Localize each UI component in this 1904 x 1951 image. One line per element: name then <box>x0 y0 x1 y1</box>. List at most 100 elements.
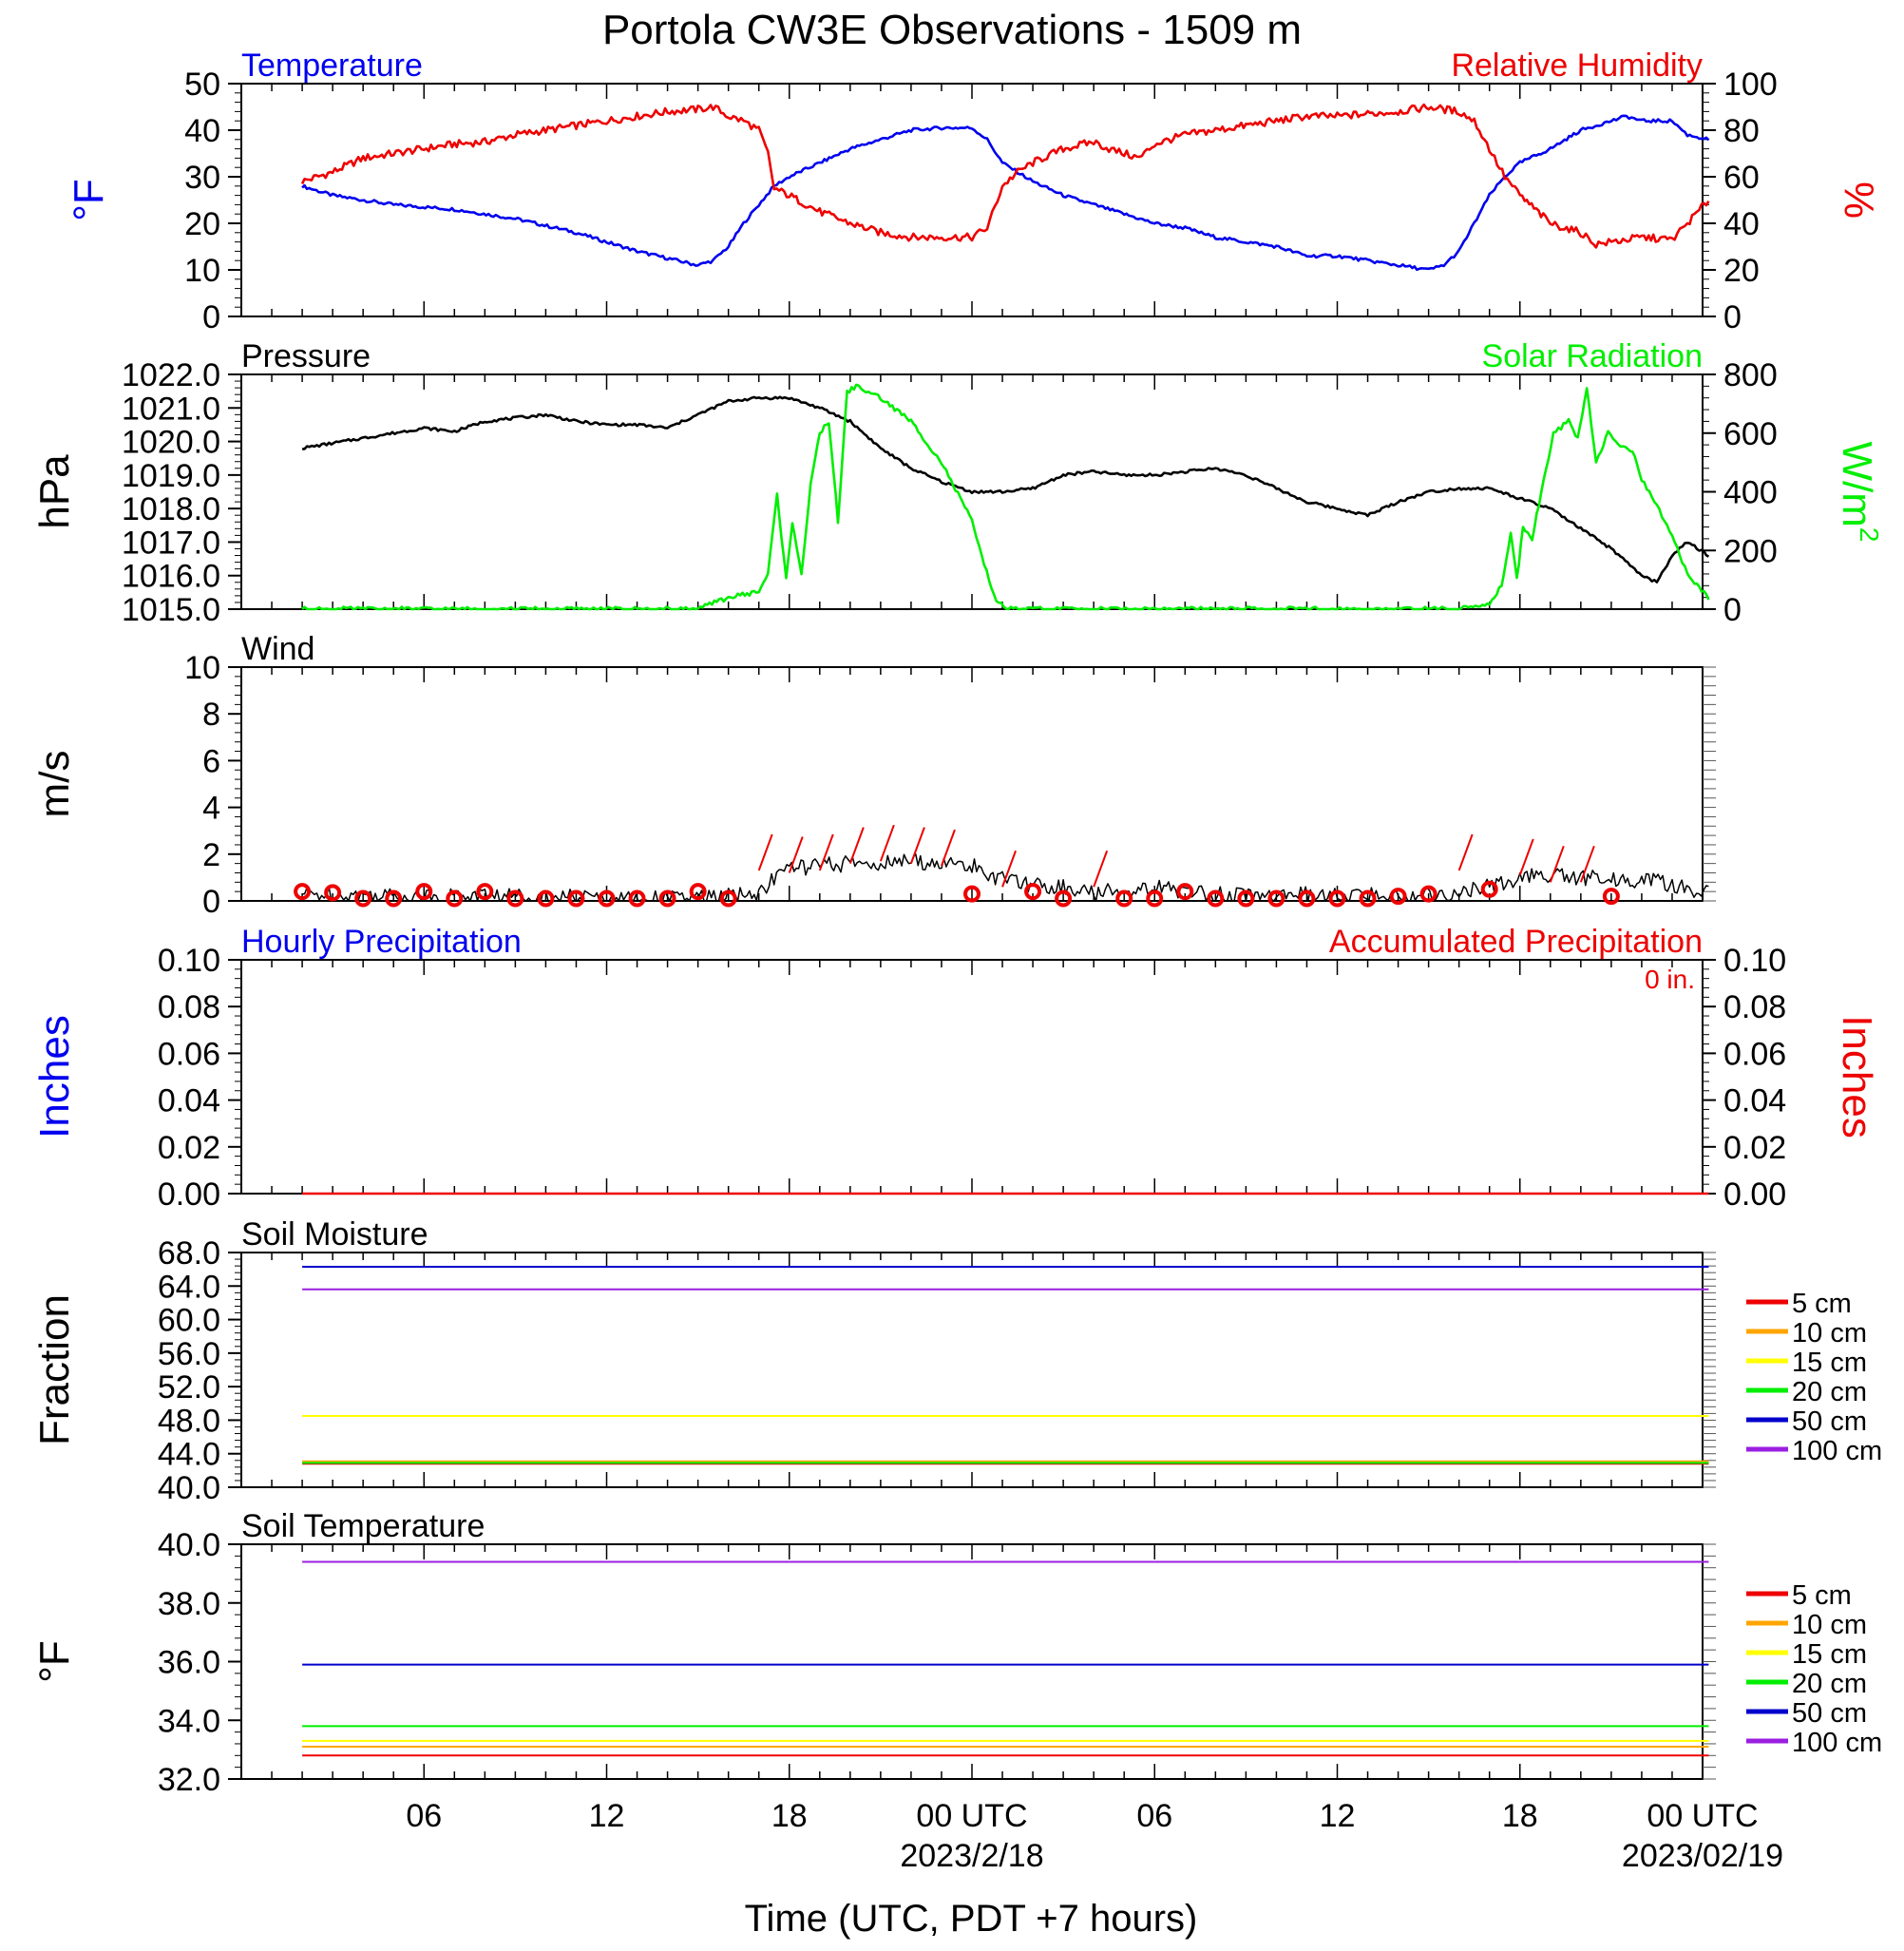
legend-label: 15 cm <box>1792 1639 1867 1670</box>
y-left-tick-label: 36.0 <box>158 1645 220 1681</box>
wind-calm-marker <box>598 889 616 908</box>
time-axis-labels: 06 12 18 00 UTC 2023/2/18 06 12 18 00 UTC 2023/02… <box>406 1798 1783 1874</box>
panel-title-left: Temperature <box>241 48 423 84</box>
panel-precip: 0.00 0.02 0.04 0.06 0.08 0.10 0.00 0.02 0.04 0.06… <box>31 924 1880 1213</box>
wind-barb <box>1457 833 1474 871</box>
y-left-tick-label: 0.10 <box>158 943 220 979</box>
x-tick-label: 06 <box>406 1798 442 1834</box>
y-left-tick-label: 60.0 <box>158 1303 220 1339</box>
wind-calm-marker <box>1419 885 1438 903</box>
wind-barb <box>941 829 956 867</box>
legend-label: 10 cm <box>1792 1610 1867 1640</box>
panel-title-left: Wind <box>241 631 314 667</box>
y-right-tick-label: 200 <box>1723 533 1778 569</box>
x-tick-date-label: 2023/02/19 <box>1622 1838 1783 1874</box>
y-left-tick-label: 1022.0 <box>122 357 220 393</box>
plot-frame <box>240 666 1704 902</box>
wind-calm-marker <box>1146 889 1164 908</box>
y-right-axis-label-sup: 2 <box>1855 527 1884 543</box>
plot-frame <box>240 1543 1704 1780</box>
panel-title-left: Pressure <box>241 338 371 374</box>
x-tick-label: 00 UTC <box>1647 1798 1758 1834</box>
y-left-tick-label: 8 <box>202 697 220 733</box>
y-left-tick-label: 40 <box>184 113 220 149</box>
y-left-tick-label: 1020.0 <box>122 425 220 461</box>
wind-calm-marker <box>294 883 312 901</box>
y-right-tick-label: 40 <box>1723 206 1760 242</box>
wind-calm-marker <box>1328 889 1346 908</box>
x-tick-label: 06 <box>1136 1798 1172 1834</box>
figure-title: Portola CW3E Observations - 1509 m <box>602 7 1302 53</box>
y-left-tick-label: 1019.0 <box>122 458 220 494</box>
wind-barb <box>848 827 865 864</box>
y-right-axis-label: % <box>1836 182 1882 219</box>
panel-title-left: Soil Moisture <box>241 1216 428 1253</box>
wind-calm-marker <box>658 889 676 908</box>
y-left-axis-label: m/s <box>31 751 78 818</box>
wind-calm-marker <box>537 889 555 908</box>
wind-calm-marker <box>1207 889 1225 908</box>
y-left-tick-label: 0.02 <box>158 1130 220 1166</box>
y-left-tick-label: 0 <box>202 299 220 335</box>
y-left-axis-label: Inches <box>31 1015 78 1138</box>
wind-calm-marker <box>1055 889 1073 908</box>
y-right-tick-label: 800 <box>1723 357 1778 393</box>
panel-title-right: Solar Radiation <box>1482 338 1703 374</box>
y-right-tick-label: 600 <box>1723 416 1778 452</box>
y-right-tick-label: 60 <box>1723 160 1760 196</box>
wind-calm-marker <box>324 884 342 902</box>
legend-label: 5 cm <box>1792 1289 1852 1319</box>
wind-barb <box>879 824 895 862</box>
y-left-tick-label: 30 <box>184 160 220 196</box>
wind-calm-marker <box>506 889 524 908</box>
y-right-tick-label: 0.06 <box>1723 1036 1786 1072</box>
y-left-tick-label: 50 <box>184 67 220 103</box>
series-line-wind <box>302 853 1709 902</box>
y-left-tick-label: 38.0 <box>158 1586 220 1622</box>
wind-calm-marker <box>1176 883 1194 901</box>
y-left-tick-label: 0.08 <box>158 989 220 1025</box>
legend-label: 100 cm <box>1792 1436 1882 1466</box>
legend-label: 100 cm <box>1792 1728 1882 1758</box>
y-left-tick-label: 0 <box>202 884 220 920</box>
y-left-tick-label: 52.0 <box>158 1369 220 1406</box>
y-right-tick-label: 400 <box>1723 475 1778 511</box>
y-left-tick-label: 4 <box>202 791 220 827</box>
wind-calm-marker <box>385 889 403 908</box>
wind-barb <box>1093 850 1109 888</box>
y-right-axis-label: Inches <box>1834 1015 1880 1138</box>
y-left-axis-label: °F <box>66 179 112 220</box>
wind-calm-marker <box>476 883 494 901</box>
panel-soil-moisture: 40.044.048.052.056.060.064.068.0 Soil Moi… <box>31 1216 1882 1506</box>
y-left-tick-label: 1017.0 <box>122 525 220 561</box>
y-left-tick-label: 1016.0 <box>122 559 220 595</box>
panel-wind: 0 2 4 6 8 10 Wind m/s <box>31 631 1716 920</box>
legend-label: 10 cm <box>1792 1318 1867 1348</box>
wind-calm-marker <box>1115 889 1133 908</box>
y-left-tick-label: 32.0 <box>158 1762 220 1798</box>
y-left-tick-label: 40.0 <box>158 1470 220 1506</box>
x-axis-title: Time (UTC, PDT +7 hours) <box>745 1898 1198 1940</box>
y-left-tick-label: 0.00 <box>158 1176 220 1213</box>
plot-frame <box>240 959 1704 1195</box>
y-right-tick-label: 0 <box>1723 299 1742 335</box>
y-left-tick-label: 1021.0 <box>122 391 220 427</box>
wind-calm-marker <box>1024 883 1042 901</box>
y-left-tick-label: 10 <box>184 253 220 289</box>
panel-soil-temperature: 32.0 34.0 36.0 38.0 40.0 Soil Temperature °F 5 … <box>31 1508 1882 1798</box>
wind-calm-marker <box>1389 888 1407 906</box>
y-left-tick-label: 6 <box>202 743 220 779</box>
y-left-tick-label: 34.0 <box>158 1703 220 1739</box>
y-left-tick-label: 1018.0 <box>122 491 220 527</box>
wind-calm-marker <box>1298 889 1316 908</box>
wind-calm-marker <box>1480 880 1498 898</box>
wind-calm-marker <box>628 889 646 908</box>
y-left-tick-label: 64.0 <box>158 1269 220 1305</box>
wind-barb <box>818 833 834 871</box>
wind-calm-marker <box>1267 889 1285 908</box>
x-tick-label: 00 UTC <box>916 1798 1027 1834</box>
y-left-tick-label: 10 <box>184 650 220 686</box>
wind-barb <box>1549 845 1565 883</box>
